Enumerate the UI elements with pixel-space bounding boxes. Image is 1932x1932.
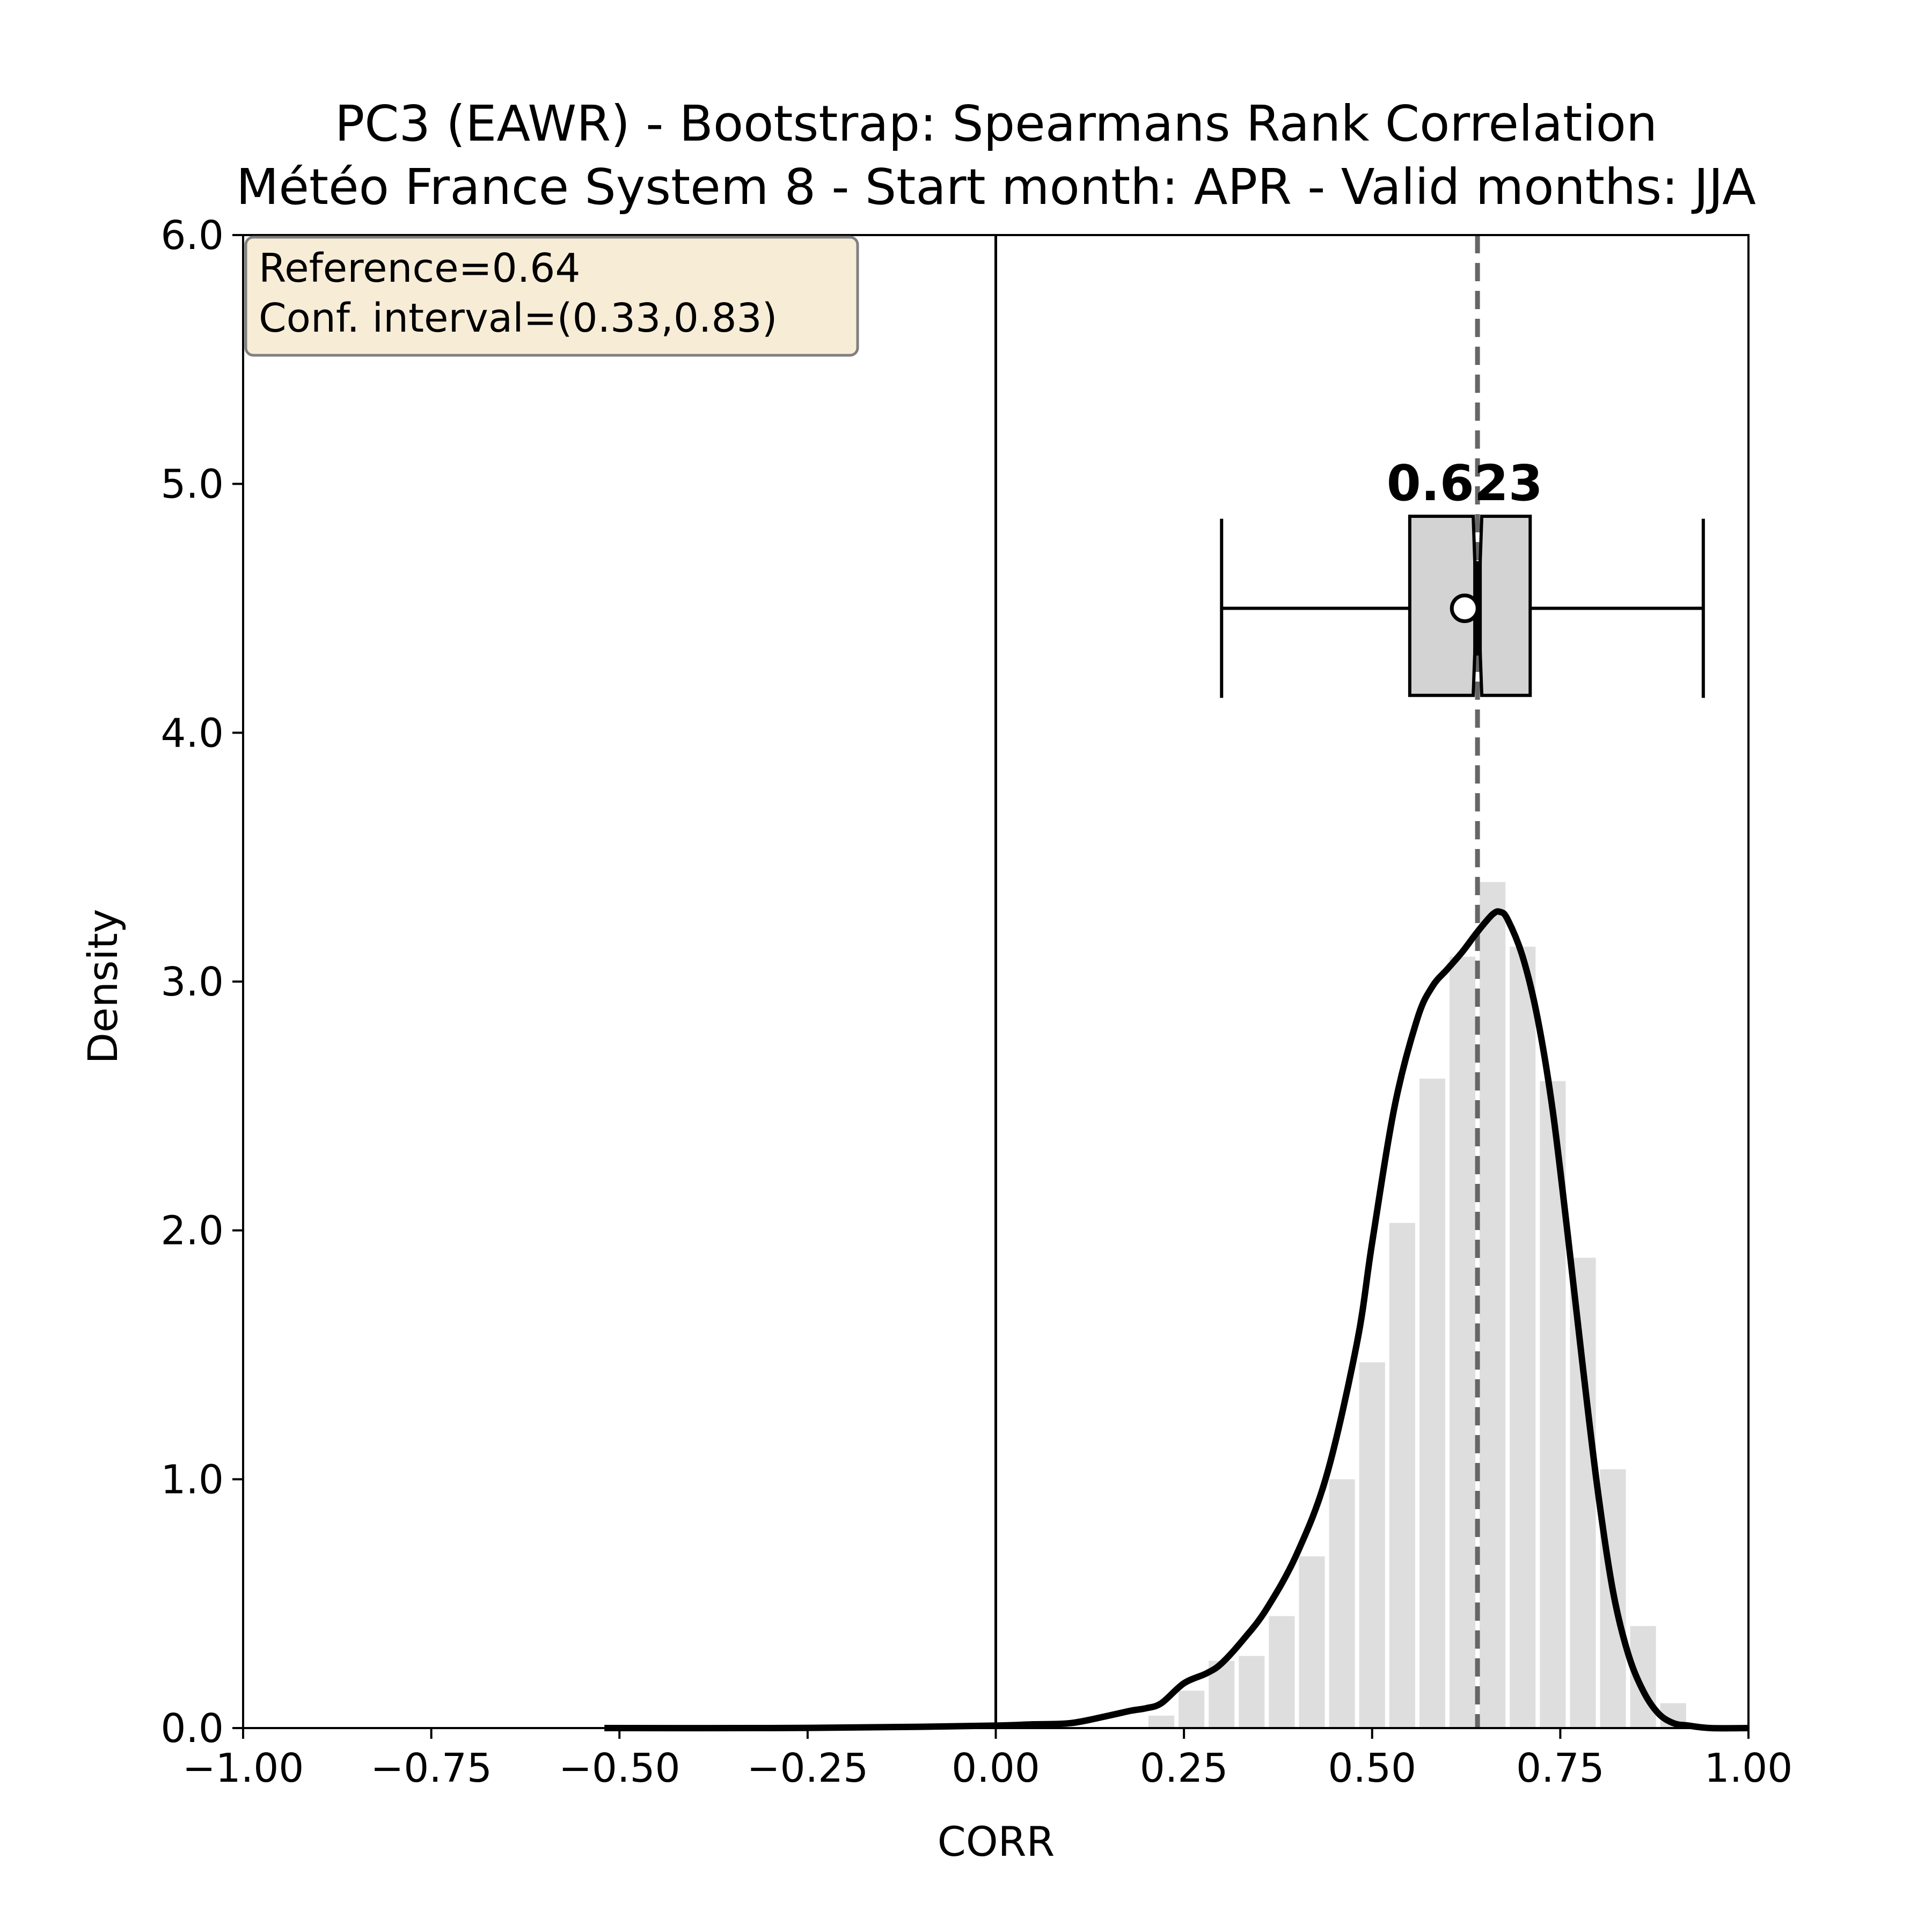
x-tick-label: 0.00 [952,1745,1040,1791]
y-tick-label: 4.0 [160,710,224,756]
histogram-bar [1570,1257,1596,1728]
info-reference-text: Reference=0.64 [259,245,580,291]
boxplot-mean-label: 0.623 [1387,455,1543,512]
histogram-bar [1419,1078,1445,1728]
histogram-bar [1450,956,1476,1728]
boxplot-mean-marker [1450,594,1480,623]
y-tick-label: 5.0 [160,462,224,508]
y-axis-ticks: 0.0 1.0 2.0 3.0 4.0 5.0 6.0 [160,213,243,1752]
histogram-bar [1359,1362,1385,1728]
histogram-bar [1389,1223,1415,1728]
reference-lines [994,235,1480,1728]
boxplot [1220,514,1705,698]
histogram-bar [1480,882,1506,1728]
x-axis-ticks: −1.00 −0.75 −0.50 −0.25 0.00 0.25 0.50 0.75 1.00 [182,1728,1793,1791]
chart-title: PC3 (EAWR) - Bootstrap: Spearmans Rank C… [335,95,1657,152]
x-axis-label: CORR [938,1818,1055,1865]
info-conf-interval-text: Conf. interval=(0.33,0.83) [259,295,777,341]
x-tick-label: 0.50 [1328,1745,1416,1791]
x-tick-label: 1.00 [1704,1745,1793,1791]
histogram-bar [1239,1656,1265,1728]
x-tick-label: −1.00 [182,1745,304,1791]
y-tick-label: 2.0 [160,1208,224,1254]
histogram-bar [1269,1616,1295,1728]
y-tick-label: 6.0 [160,213,224,259]
x-tick-label: 0.25 [1140,1745,1228,1791]
y-axis-label: Density [79,909,127,1064]
histogram-bar [1329,1479,1355,1728]
info-box: Reference=0.64 Conf. interval=(0.33,0.83… [244,236,859,357]
x-tick-label: −0.25 [747,1745,868,1791]
x-tick-label: −0.75 [370,1745,492,1791]
histogram-bar [1148,1715,1175,1728]
y-tick-label: 3.0 [160,959,224,1005]
histogram [1148,882,1686,1728]
info-box-frame [244,236,859,357]
x-tick-label: −0.50 [559,1745,680,1791]
kde-line [604,908,1749,1732]
histogram-bar [1179,1690,1205,1728]
y-tick-label: 0.0 [160,1706,224,1752]
kde-curve [604,908,1749,1732]
histogram-bar [1510,947,1536,1728]
histogram-bar [1299,1556,1325,1728]
x-tick-label: 0.75 [1516,1745,1605,1791]
chart-subtitle: Météo France System 8 - Start month: APR… [236,158,1756,216]
y-tick-label: 1.0 [160,1457,224,1503]
